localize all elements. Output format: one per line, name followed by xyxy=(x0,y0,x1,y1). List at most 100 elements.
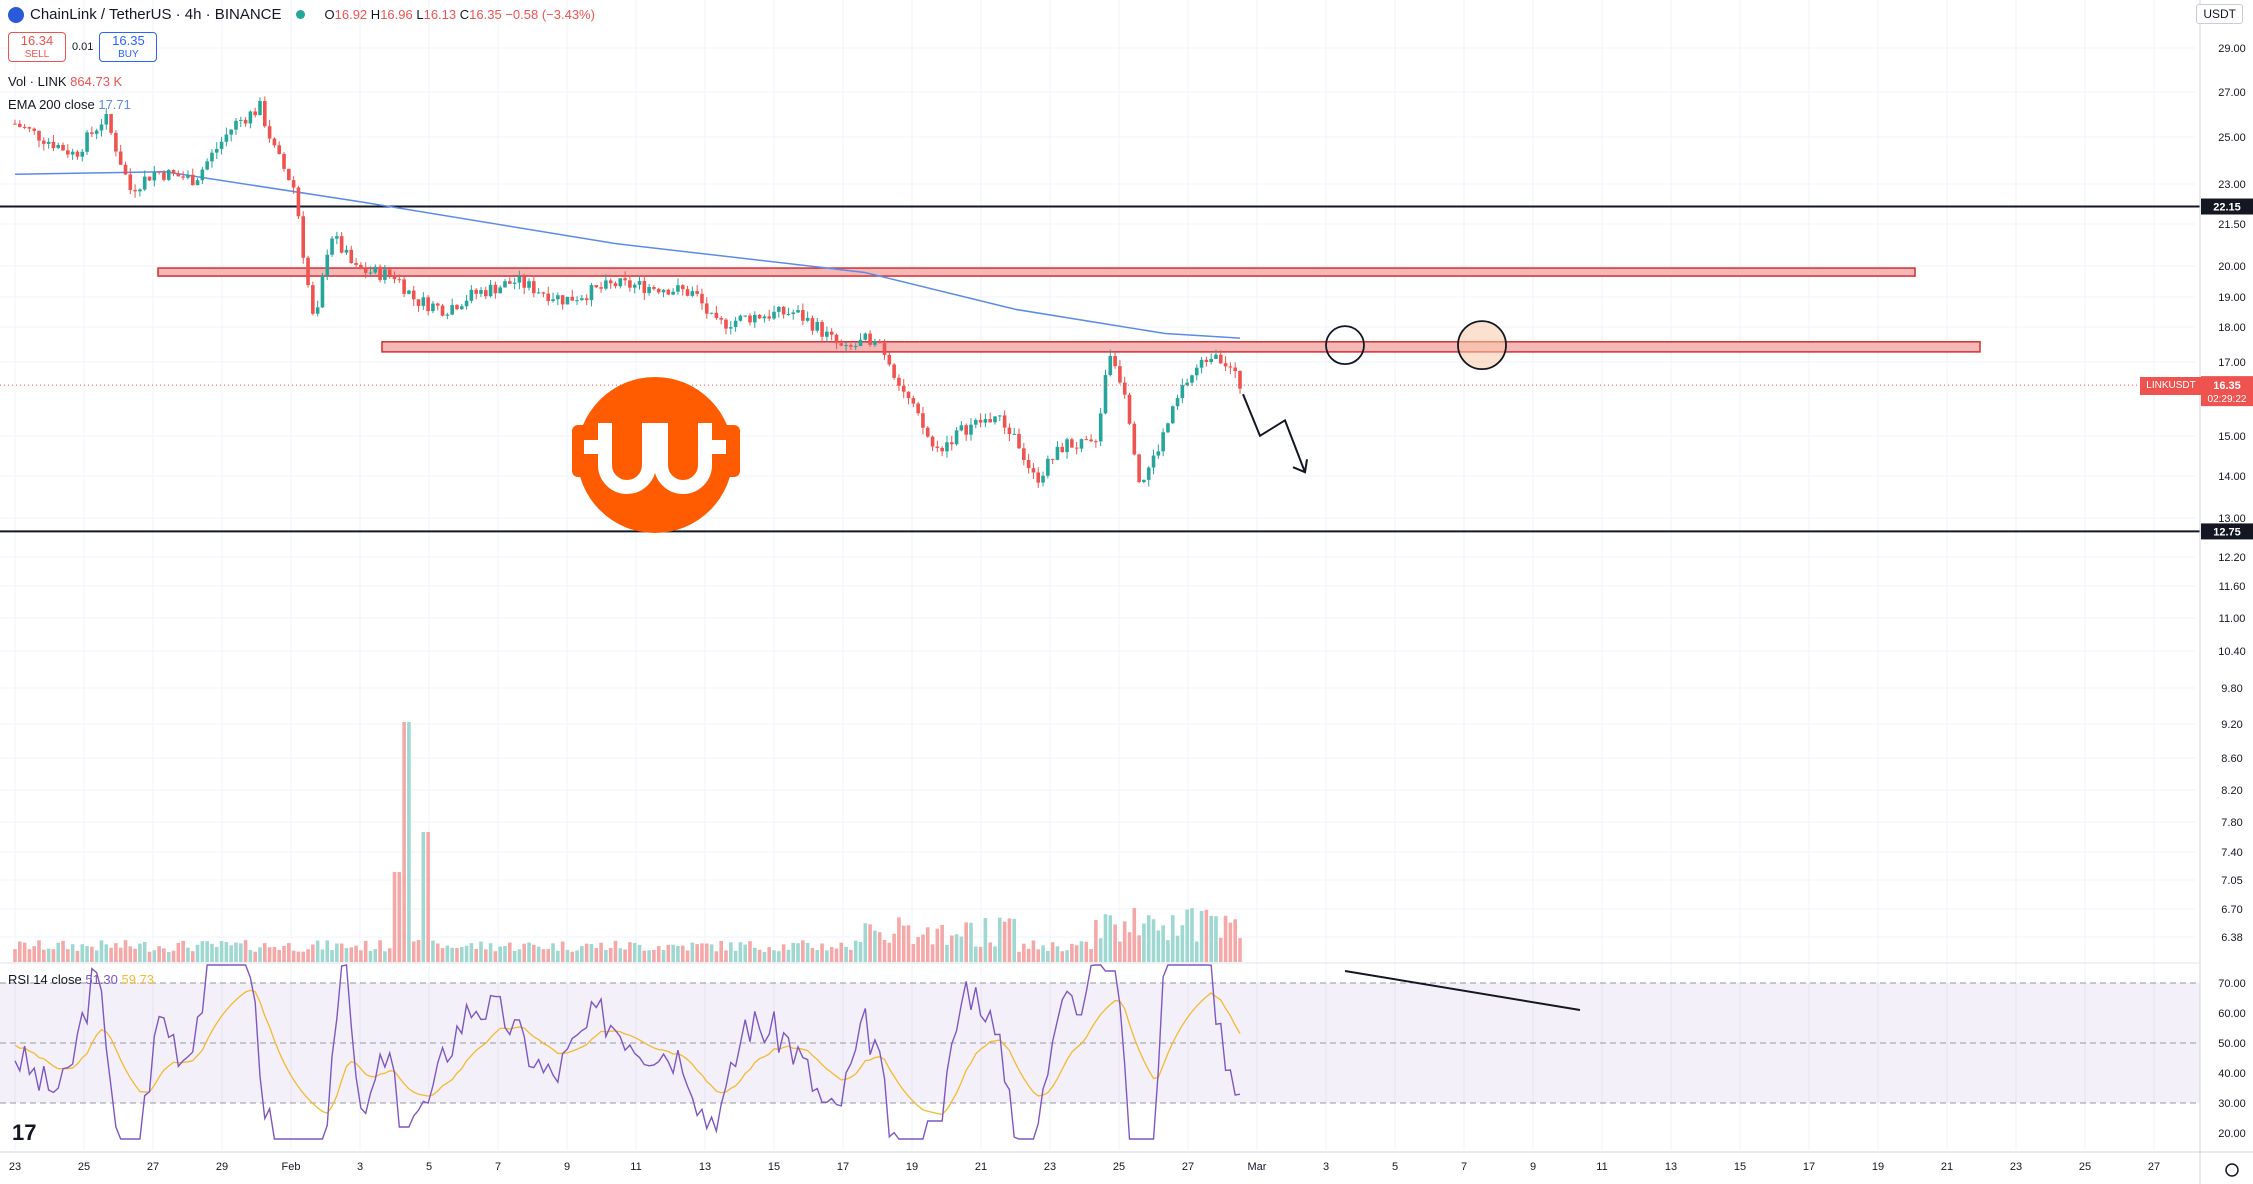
candle-body xyxy=(1161,432,1165,452)
last-price-tag xyxy=(2201,376,2253,407)
candle-body xyxy=(1089,439,1093,442)
grid xyxy=(0,0,2195,1150)
volume-bar xyxy=(767,947,772,962)
volume-bar xyxy=(512,950,517,962)
candle-body xyxy=(296,187,301,217)
candle-body xyxy=(416,299,421,306)
volume-bar xyxy=(238,943,243,962)
price-tick-label: 27.00 xyxy=(2218,87,2246,99)
candle-body xyxy=(157,171,161,173)
price-tick-label: 15.00 xyxy=(2218,431,2246,443)
candle-body xyxy=(248,111,253,124)
time-tick-label: 23 xyxy=(9,1161,21,1173)
volume-bar xyxy=(1007,918,1012,962)
volume-bar xyxy=(272,946,277,962)
rsi-legend[interactable]: RSI 14 close 51.30 59.73 xyxy=(8,972,155,987)
candle-body xyxy=(546,293,551,301)
volume-bar xyxy=(378,940,382,962)
candle-body xyxy=(536,292,541,294)
volume-bar xyxy=(109,947,113,962)
volume-bar xyxy=(805,942,810,962)
candle-body xyxy=(1055,446,1060,460)
candle-body xyxy=(556,295,560,300)
time-tick-label: 19 xyxy=(906,1161,918,1173)
volume-bar xyxy=(440,948,445,962)
candle-body xyxy=(618,278,623,287)
candle-body xyxy=(777,306,781,312)
candle-body xyxy=(906,391,911,399)
volume-bar xyxy=(411,941,416,962)
candle-body xyxy=(661,289,666,293)
volume-bar xyxy=(738,942,743,962)
candle-body xyxy=(1002,415,1007,428)
candle-body xyxy=(762,316,767,319)
candle-body xyxy=(930,436,935,447)
candle-body xyxy=(623,278,627,281)
candle-body xyxy=(714,312,719,318)
volume-bar xyxy=(128,946,133,962)
volume-bar xyxy=(469,943,474,962)
candle-body xyxy=(186,174,190,178)
volume-bar xyxy=(1204,909,1209,962)
candle-body xyxy=(171,170,176,174)
candle-body xyxy=(373,266,378,273)
volume-bar xyxy=(628,942,632,962)
symbol-header: ChainLink / TetherUS · 4h · BINANCE O16.… xyxy=(8,6,595,23)
time-tick-label: 29 xyxy=(216,1161,228,1173)
price-tick-label: 8.20 xyxy=(2221,785,2242,797)
candle-body xyxy=(733,320,738,328)
price-tick-label: 20.00 xyxy=(2218,261,2246,273)
horizontal-levels[interactable]: 22.15 12.75 xyxy=(0,198,2253,540)
volume-bar xyxy=(426,832,430,962)
candle-body xyxy=(954,430,959,445)
symbol-title[interactable]: ChainLink / TetherUS · 4h · BINANCE xyxy=(30,6,282,23)
candle-body xyxy=(402,279,406,294)
volume-bar xyxy=(354,945,358,962)
volume-bar xyxy=(157,946,161,962)
volume-bar xyxy=(51,949,56,962)
candle-body xyxy=(743,315,747,317)
candle-body xyxy=(594,285,599,288)
volume-bar xyxy=(118,947,123,962)
volume-bar xyxy=(363,940,368,962)
volume-bar xyxy=(138,943,142,962)
volume-bar xyxy=(724,950,728,962)
price-tick-label: 25.00 xyxy=(2218,132,2246,144)
buy-button[interactable]: 16.35 BUY xyxy=(99,32,158,62)
candle-body xyxy=(142,176,147,190)
sell-button[interactable]: 16.34 SELL xyxy=(8,32,66,62)
candle-body xyxy=(61,144,65,151)
time-tick-label: 13 xyxy=(699,1161,711,1173)
volume-bar xyxy=(431,940,435,962)
volume-bar xyxy=(56,942,61,962)
annotations[interactable] xyxy=(1242,320,1581,1011)
volume-legend[interactable]: Vol · LINK 864.73 K xyxy=(8,74,123,89)
candle-body xyxy=(628,280,632,288)
currency-selector[interactable]: USDT xyxy=(2196,4,2243,24)
volume-bar xyxy=(998,917,1002,962)
candle-body xyxy=(1166,423,1170,433)
volume-bar xyxy=(387,948,392,962)
candle-body xyxy=(949,442,954,445)
ema-legend[interactable]: EMA 200 close 17.71 xyxy=(8,97,131,112)
volume-bar xyxy=(714,951,719,962)
candle-body xyxy=(1238,371,1242,389)
candle-body xyxy=(32,128,37,131)
volume-bar xyxy=(61,940,65,962)
volume-bar xyxy=(224,942,229,962)
candle-body xyxy=(868,333,872,345)
candle-body xyxy=(580,298,584,301)
volume-bar xyxy=(551,943,555,962)
candle-body xyxy=(114,132,118,152)
candle-body xyxy=(786,314,791,316)
candle-body xyxy=(656,288,661,293)
candle-body xyxy=(123,164,128,175)
candle-body xyxy=(66,150,70,155)
candle-body xyxy=(632,284,637,288)
candle-body xyxy=(387,269,392,276)
volume-bar xyxy=(445,945,450,962)
volume-bar xyxy=(46,948,51,962)
candle-body xyxy=(993,416,997,423)
countdown-label: 02:29:22 xyxy=(2208,394,2247,405)
